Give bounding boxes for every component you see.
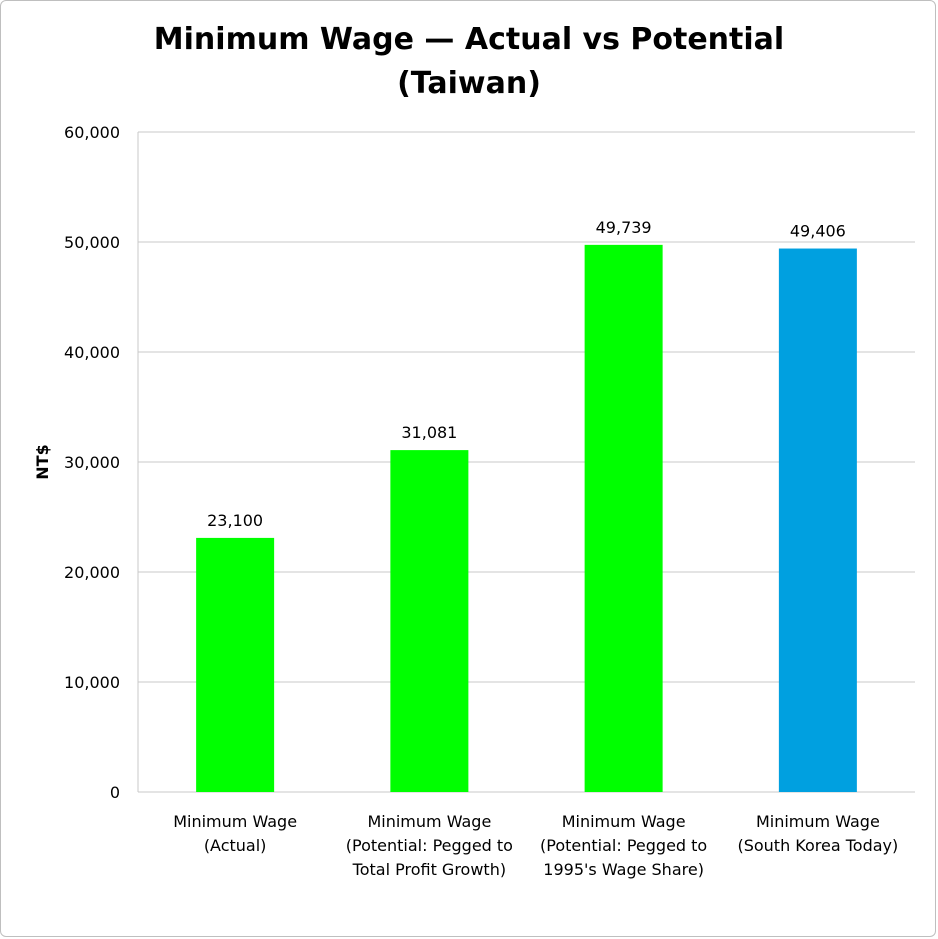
x-category-label: (Potential: Pegged to xyxy=(346,836,513,855)
data-label: 49,406 xyxy=(790,222,846,241)
x-category-label: Minimum Wage xyxy=(562,812,686,831)
y-axis-label: NT$ xyxy=(33,444,52,479)
chart-title-line-2: (Taiwan) xyxy=(397,66,541,101)
x-category-label: Minimum Wage xyxy=(173,812,297,831)
x-category-label: (Potential: Pegged to xyxy=(540,836,707,855)
y-axis-ticks: 0 10,000 20,000 30,000 40,000 50,000 60,000 xyxy=(64,123,120,802)
chart-title: Minimum Wage — Actual vs Potential (Taiw… xyxy=(0,18,938,106)
x-category-label: 1995's Wage Share) xyxy=(543,860,704,879)
data-label: 31,081 xyxy=(401,423,457,442)
bar xyxy=(390,450,469,792)
bars xyxy=(196,244,857,793)
y-tick-label: 40,000 xyxy=(64,343,120,362)
y-tick-label: 20,000 xyxy=(64,563,120,582)
bar xyxy=(584,244,663,793)
y-tick-label: 10,000 xyxy=(64,673,120,692)
chart-title-line-1: Minimum Wage — Actual vs Potential xyxy=(153,22,785,57)
y-tick-label: 60,000 xyxy=(64,123,120,142)
x-category-label: Minimum Wage xyxy=(367,812,491,831)
bar xyxy=(196,537,275,792)
y-tick-label: 50,000 xyxy=(64,233,120,252)
x-category-label: (South Korea Today) xyxy=(737,836,898,855)
data-labels: 23,100 31,081 49,739 49,406 xyxy=(207,218,846,530)
x-category-label: (Actual) xyxy=(204,836,267,855)
x-category-label: Minimum Wage xyxy=(756,812,880,831)
bar xyxy=(778,248,857,792)
y-tick-label: 30,000 xyxy=(64,453,120,472)
x-axis-categories: Minimum Wage (Actual) Minimum Wage (Potenti… xyxy=(173,812,898,879)
y-tick-label: 0 xyxy=(110,783,120,802)
x-category-label: Total Profit Growth) xyxy=(352,860,506,879)
data-label: 23,100 xyxy=(207,511,263,530)
data-label: 49,739 xyxy=(596,218,652,237)
